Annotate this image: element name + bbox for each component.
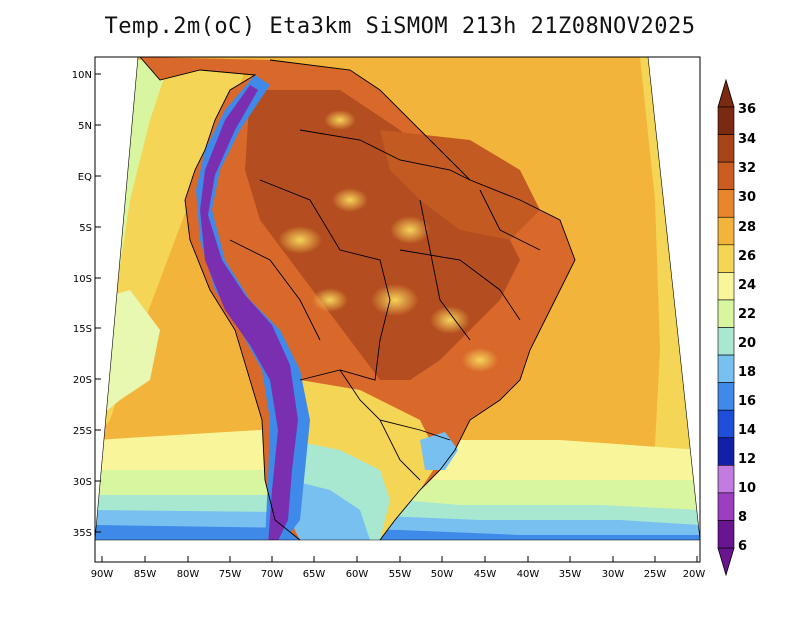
border-peru-bolivia xyxy=(229,239,321,341)
lat-tick-label: 25S xyxy=(73,426,92,437)
lon-tick-label: 35W xyxy=(559,569,582,580)
lat-tick-label: 30S xyxy=(73,477,92,488)
colorbar-label: 36 xyxy=(738,102,756,117)
temperature-field xyxy=(95,57,700,540)
heat-spot xyxy=(390,216,430,244)
lon-tick-label: 25W xyxy=(644,569,667,580)
pacific-coastline xyxy=(139,56,301,541)
lon-tick-label: 20W xyxy=(683,569,706,580)
latitude-axis: 10N 5N EQ 5S 10S 15S 20S 25S 30S 35S xyxy=(72,70,101,539)
colorbar-label: 32 xyxy=(738,161,756,176)
colorbar-swatch xyxy=(717,134,735,163)
border-uruguay xyxy=(379,419,421,481)
lon-tick-label: 60W xyxy=(346,569,369,580)
colorbar-swatch xyxy=(717,216,735,246)
colorbar-top-arrow xyxy=(717,78,735,108)
lat-tick-label: 35S xyxy=(73,528,92,539)
colorbar-label: 6 xyxy=(738,539,747,554)
heat-spot xyxy=(324,110,356,130)
colorbar-swatch xyxy=(717,354,735,383)
lon-tick-label: 65W xyxy=(303,569,326,580)
colorbar-label: 30 xyxy=(738,190,756,205)
colorbar-label: 20 xyxy=(738,336,756,351)
colorbar-swatch xyxy=(717,465,735,494)
lon-tick-label: 70W xyxy=(261,569,284,580)
north-hot-patch xyxy=(380,130,540,240)
colorbar-swatch xyxy=(717,244,735,273)
lon-tick-label: 50W xyxy=(431,569,454,580)
heat-spot xyxy=(332,188,368,212)
lon-tick-label: 80W xyxy=(177,569,200,580)
heat-spot xyxy=(278,226,322,254)
colorbar-label: 28 xyxy=(738,220,756,235)
colorbar-swatch xyxy=(717,272,735,301)
lon-tick-label: 90W xyxy=(91,569,114,580)
lat-tick-label: 15S xyxy=(73,324,92,335)
andes-cold-core xyxy=(200,85,298,540)
colorbar-swatch xyxy=(717,409,735,439)
lon-tick-label: 75W xyxy=(219,569,242,580)
border-brazil-states-3 xyxy=(479,189,541,251)
colorbar-swatch xyxy=(717,382,735,411)
south-brazil-cool xyxy=(420,432,458,470)
colorbar-swatch xyxy=(717,327,735,356)
plot-frame xyxy=(94,56,701,563)
colorbar-label: 22 xyxy=(738,307,756,322)
south-band-16 xyxy=(95,525,700,540)
border-brazil-states xyxy=(399,249,521,321)
southern-cone-cold xyxy=(285,480,370,540)
colorbar-label: 14 xyxy=(738,423,756,438)
lon-tick-label: 40W xyxy=(517,569,540,580)
lat-tick-label: 5N xyxy=(78,121,92,132)
colorbar-label: 34 xyxy=(738,132,756,147)
map-title: Temp.2m(oC) Eta3km SiSMOM 213h 21Z08NOV2… xyxy=(104,14,696,39)
lon-tick-label: 45W xyxy=(474,569,497,580)
heat-spot xyxy=(371,284,419,316)
lat-tick-label: 10S xyxy=(73,274,92,285)
colorbar-swatch xyxy=(717,437,735,466)
longitude-axis: 90W 85W 80W 75W 70W 65W 60W 55W 50W 45W … xyxy=(91,556,706,580)
lon-tick-label: 85W xyxy=(134,569,157,580)
colorbar-label: 26 xyxy=(738,249,756,264)
colorbar-label: 10 xyxy=(738,481,756,496)
colorbar-swatch xyxy=(717,299,735,328)
colorbar-swatch xyxy=(717,189,735,218)
colorbar-label: 8 xyxy=(738,510,747,525)
border-north xyxy=(299,129,471,181)
lat-tick-label: EQ xyxy=(78,172,92,183)
lat-tick-label: 5S xyxy=(79,223,92,234)
lat-tick-label: 10N xyxy=(72,70,92,81)
colorbar-label: 24 xyxy=(738,278,756,293)
political-borders xyxy=(139,56,576,541)
heat-spot xyxy=(430,306,470,334)
colorbar-label: 12 xyxy=(738,452,756,467)
border-west-brazil xyxy=(259,179,391,381)
lon-tick-label: 30W xyxy=(602,569,625,580)
colorbar-label: 18 xyxy=(738,365,756,380)
colorbar-swatch xyxy=(717,106,735,135)
atlantic-coastline xyxy=(269,59,576,541)
colorbar-swatch xyxy=(717,520,735,549)
lat-tick-label: 20S xyxy=(73,375,92,386)
border-brazil-states-2 xyxy=(419,199,471,341)
colorbar-bottom-arrow xyxy=(717,547,735,577)
colorbar: 36 34 32 30 28 26 24 22 20 18 16 14 12 1… xyxy=(717,78,756,577)
colorbar-swatch xyxy=(717,492,735,521)
heat-spot xyxy=(312,288,348,312)
colorbar-label: 16 xyxy=(738,394,756,409)
colorbar-swatch xyxy=(717,161,735,190)
heat-spot xyxy=(462,348,498,372)
lon-tick-label: 55W xyxy=(389,569,412,580)
